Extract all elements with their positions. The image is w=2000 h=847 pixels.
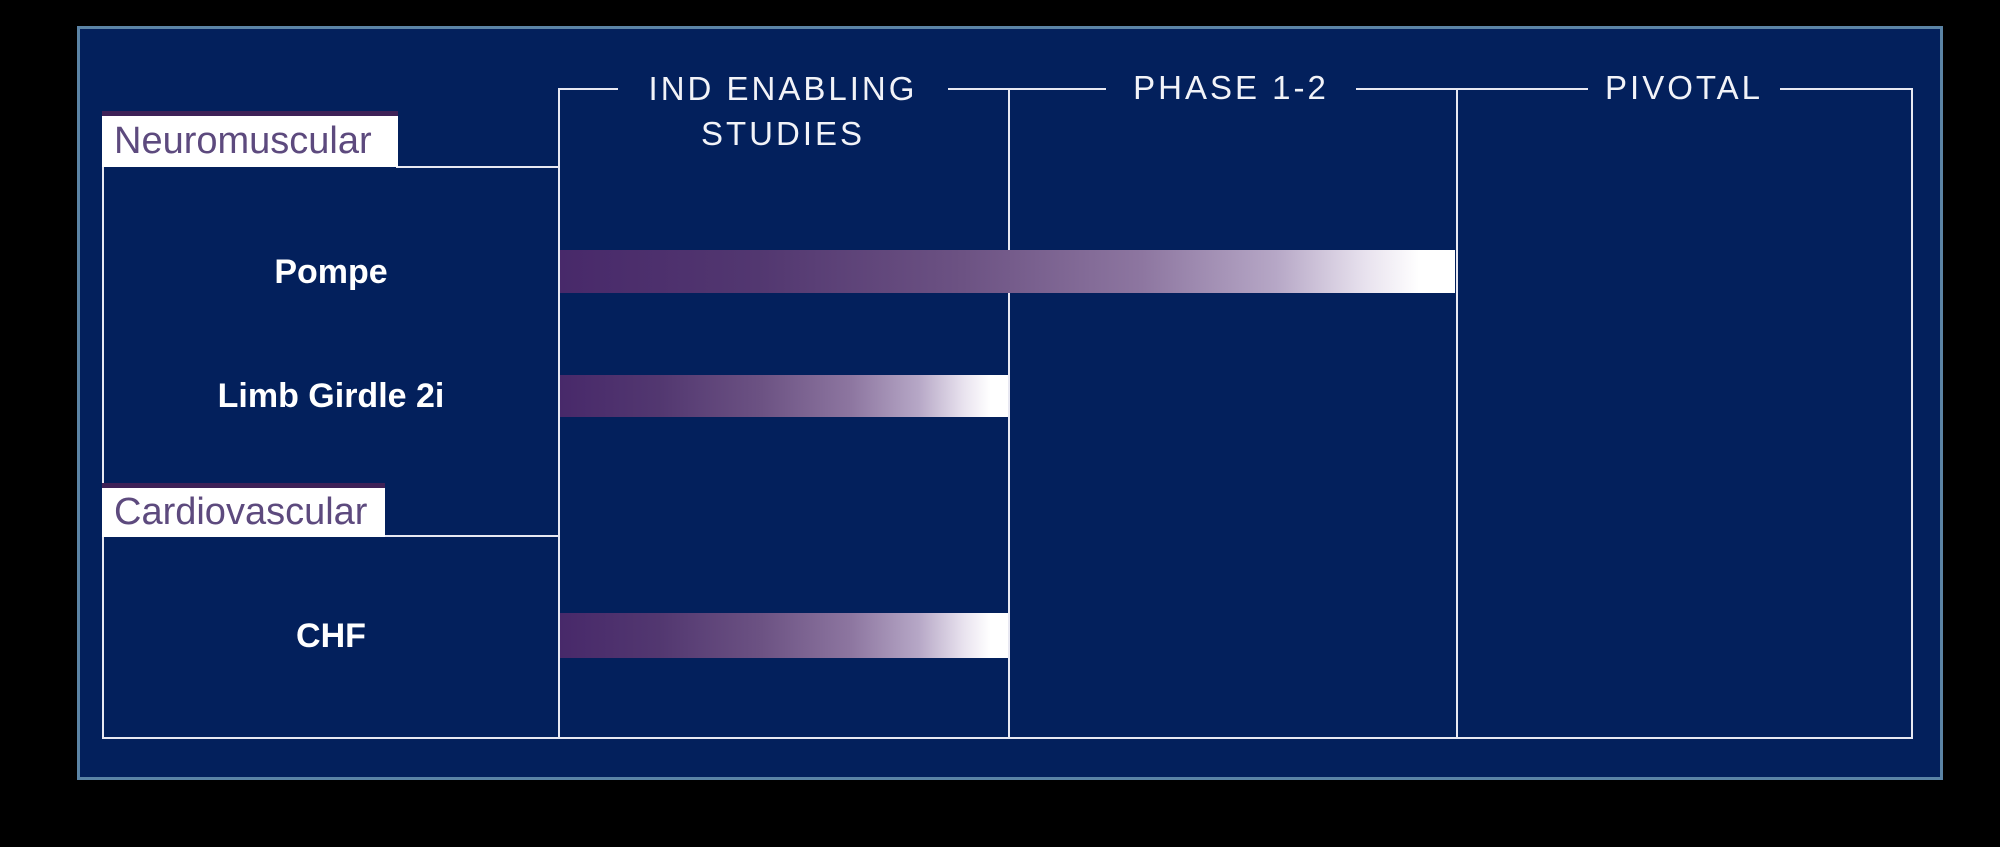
cardiovascular-box-top-rule <box>383 535 560 537</box>
section-label-cardiovascular: Cardiovascular <box>102 483 385 537</box>
chart-right-rule <box>1911 88 1913 738</box>
chart-bottom-rule <box>102 737 1913 739</box>
program-label-limb-girdle-2i: Limb Girdle 2i <box>217 377 445 415</box>
divider-phase-1-2 <box>1008 88 1010 738</box>
section-label-text: Neuromuscular <box>114 120 372 162</box>
progress-bar-limb-girdle-2i <box>560 375 1008 417</box>
section-label-neuromuscular: Neuromuscular <box>102 111 398 167</box>
chart-left-rule <box>102 166 104 737</box>
progress-bar-chf <box>560 613 1008 658</box>
section-label-text: Cardiovascular <box>114 491 368 533</box>
stage-header-pivotal: PIVOTAL <box>1588 66 1780 110</box>
program-label-chf: CHF <box>296 617 366 655</box>
stage-header-line2: STUDIES <box>700 115 866 152</box>
stage-header-line1: IND ENABLING <box>648 70 918 107</box>
progress-bar-pompe <box>560 250 1455 293</box>
program-label-pompe: Pompe <box>274 253 388 291</box>
stage-header-phase-1-2: PHASE 1-2 <box>1106 66 1356 110</box>
stage-header-ind-enabling-studies: IND ENABLING STUDIES <box>618 66 948 156</box>
divider-pivotal <box>1456 88 1458 738</box>
divider-ind-enabling <box>558 88 560 738</box>
neuromuscular-box-top-rule <box>396 166 560 168</box>
